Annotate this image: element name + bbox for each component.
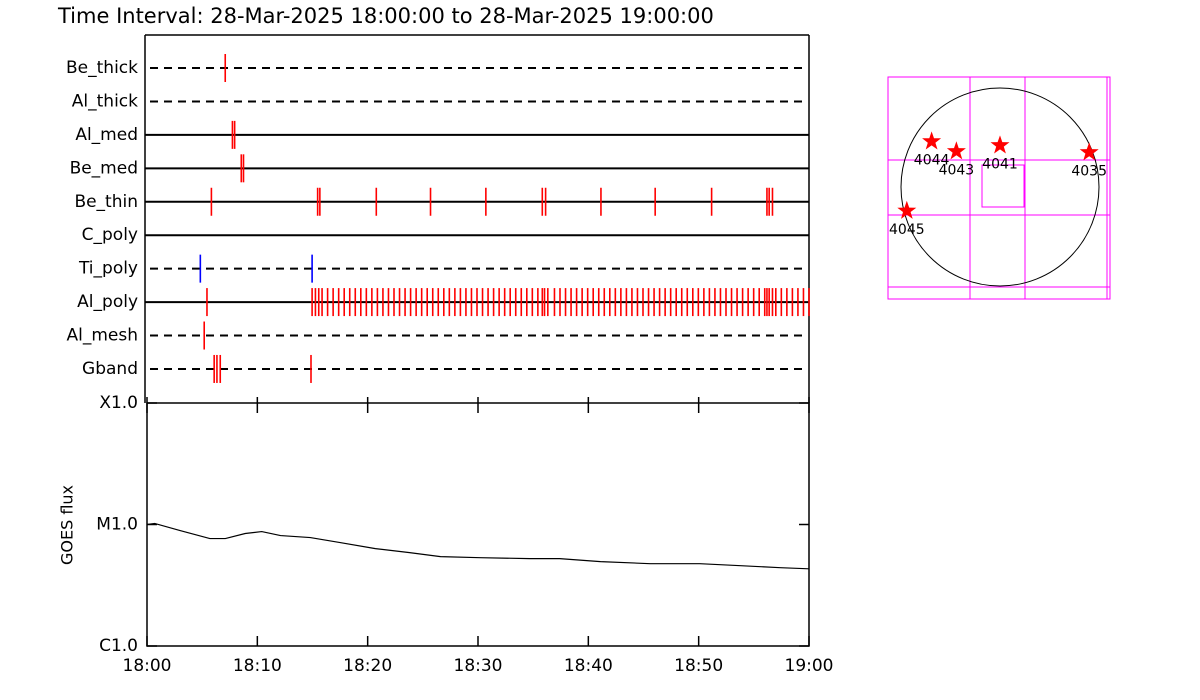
filter-label: Al_med [75,125,138,145]
active-region [990,135,1010,154]
goes-curve [146,522,810,570]
active-region [1079,142,1099,161]
x-tick-label: 18:10 [233,656,282,676]
region-label: 4035 [1071,163,1107,179]
active-region [897,200,917,219]
y-tick-label: X1.0 [99,393,138,413]
region-label: 4043 [939,162,975,178]
x-tick-label: 18:30 [454,656,503,676]
filter-label: Ti_poly [78,259,138,279]
region-label: 4045 [889,222,925,238]
filter-label: Gband [82,359,138,379]
xrt-fov [981,164,1025,208]
active-region [922,131,942,150]
filter-label: Be_med [70,158,138,178]
x-tick-label: 19:00 [785,656,834,676]
y-tick-label: C1.0 [99,636,138,656]
y-axis-label: GOES flux [58,485,77,565]
y-tick-label: M1.0 [96,515,138,535]
filter-label: Al_mesh [66,326,138,346]
region-label: 4044 [914,152,950,168]
filter-label: Al_thick [72,91,138,111]
solar-disk [900,87,1100,287]
x-tick-label: 18:20 [343,656,392,676]
x-tick-label: 18:50 [674,656,723,676]
region-label: 4041 [982,156,1018,172]
filter-label: Be_thin [74,192,138,212]
chart-title: Time Interval: 28-Mar-2025 18:00:00 to 2… [57,4,714,28]
active-region [946,141,966,160]
timeline-frame [144,34,810,403]
filter-label: Al_poly [77,292,138,312]
x-tick-label: 18:40 [564,656,613,676]
x-tick-label: 18:00 [123,656,172,676]
filter-label: Be_thick [66,58,138,78]
map-frame [887,76,1111,300]
goes-frame [146,402,810,647]
map-grid [887,76,1111,300]
filter-label: C_poly [82,225,138,245]
